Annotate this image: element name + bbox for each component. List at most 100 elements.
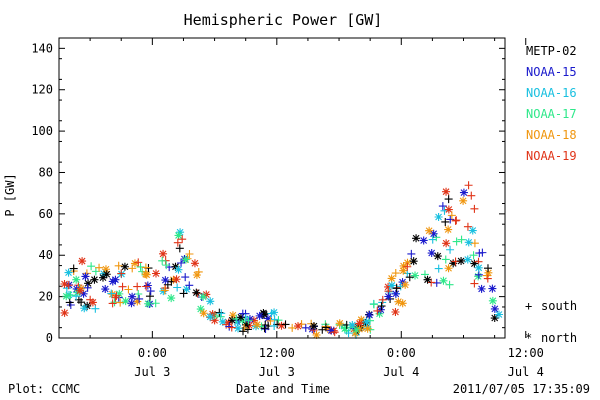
data-point-north [228, 316, 237, 325]
marker-legend-label: north [541, 331, 577, 345]
data-point-south [288, 323, 297, 332]
y-tick-label: 60 [39, 207, 53, 221]
data-point-north [199, 309, 208, 318]
data-point-north [80, 304, 89, 313]
data-point-north [312, 330, 321, 339]
data-point-north [309, 322, 318, 331]
data-point-north [62, 292, 71, 301]
data-point-north [365, 311, 374, 320]
data-point-south [181, 273, 190, 282]
data-point-south [173, 283, 182, 292]
data-point-south [108, 299, 117, 308]
data-point-south [151, 299, 160, 308]
data-point-north [439, 276, 448, 285]
data-point-south [464, 181, 473, 190]
data-point-north [362, 317, 371, 326]
data-point-south [446, 245, 455, 254]
data-point-north [398, 299, 407, 308]
data-point-north [182, 285, 191, 294]
data-point-north [355, 319, 364, 328]
data-point-south [373, 306, 382, 315]
x-tick-time: 0:00 [387, 346, 416, 360]
data-point-north [468, 226, 477, 235]
data-point-north [72, 284, 81, 293]
data-point-north [72, 275, 81, 284]
data-point-north [470, 259, 479, 268]
data-point-south [297, 320, 306, 329]
data-point-south [185, 250, 194, 258]
data-point-north [348, 321, 357, 330]
data-point-north [423, 275, 432, 284]
data-point-north [245, 315, 254, 324]
data-point-south [321, 323, 330, 332]
data-point-south [483, 274, 492, 283]
data-point-north [474, 272, 483, 281]
data-point-north [130, 259, 139, 268]
data-point-south [391, 269, 400, 278]
data-point-north [88, 298, 97, 307]
data-point-north [355, 325, 364, 334]
data-point-north [363, 324, 372, 333]
data-point-north [143, 281, 152, 290]
data-point-south [69, 264, 78, 273]
data-point-south [378, 295, 387, 304]
data-point-north [255, 311, 264, 320]
x-tick-time: 12:00 [508, 346, 544, 360]
marker-legend-label: south [541, 299, 577, 313]
data-point-north [294, 322, 303, 331]
data-point-north [457, 256, 466, 265]
data-point-south [117, 269, 126, 278]
chart-title: Hemispheric Power [GW] [184, 11, 383, 29]
data-point-north [108, 290, 117, 299]
data-point-south [469, 251, 478, 260]
x-tick-date: Jul 3 [259, 365, 295, 379]
data-point-north [210, 316, 219, 325]
data-point-south [158, 256, 167, 265]
data-point-north [98, 273, 107, 282]
data-point-north [357, 315, 366, 324]
data-point-south [72, 292, 81, 301]
data-point-south [467, 191, 476, 200]
data-point-north [206, 312, 215, 321]
data-point-north [224, 318, 233, 327]
marker-legend-symbol: * [525, 331, 532, 345]
data-point-south [447, 211, 456, 220]
data-point-north [308, 325, 317, 334]
data-point-north [494, 310, 503, 319]
legend-entry: METP-02 [526, 44, 577, 58]
data-point-north [121, 297, 130, 306]
data-point-north [488, 284, 497, 293]
data-point-north [233, 318, 242, 327]
x-axis-label: Date and Time [236, 382, 330, 396]
data-point-south [478, 248, 487, 257]
data-point-north [387, 281, 396, 290]
data-point-north [387, 274, 396, 283]
legend-entry: NOAA-15 [526, 65, 577, 79]
data-point-south [441, 255, 450, 264]
legend-entry: NOAA-16 [526, 86, 577, 100]
data-point-north [81, 272, 90, 281]
data-point-south [270, 315, 279, 324]
data-point-south [330, 328, 339, 337]
data-point-south [227, 323, 236, 332]
data-point-north [128, 292, 137, 301]
data-point-south [438, 202, 447, 211]
data-point-south [136, 262, 145, 271]
data-point-north [236, 313, 245, 322]
data-point-south [145, 292, 154, 301]
data-point-south [392, 284, 401, 293]
data-point-north [79, 289, 88, 298]
data-point-north [477, 284, 486, 293]
data-point-south [434, 264, 443, 273]
data-point-north [176, 228, 185, 237]
data-point-north [167, 294, 176, 303]
data-point-north [196, 305, 205, 314]
data-point-north [108, 277, 117, 286]
data-point-north [464, 238, 473, 247]
data-point-north [60, 308, 69, 317]
data-point-south [266, 316, 275, 325]
data-point-north [192, 288, 201, 297]
data-point-north [115, 289, 124, 298]
data-point-north [425, 226, 434, 235]
data-point-south [114, 261, 123, 270]
